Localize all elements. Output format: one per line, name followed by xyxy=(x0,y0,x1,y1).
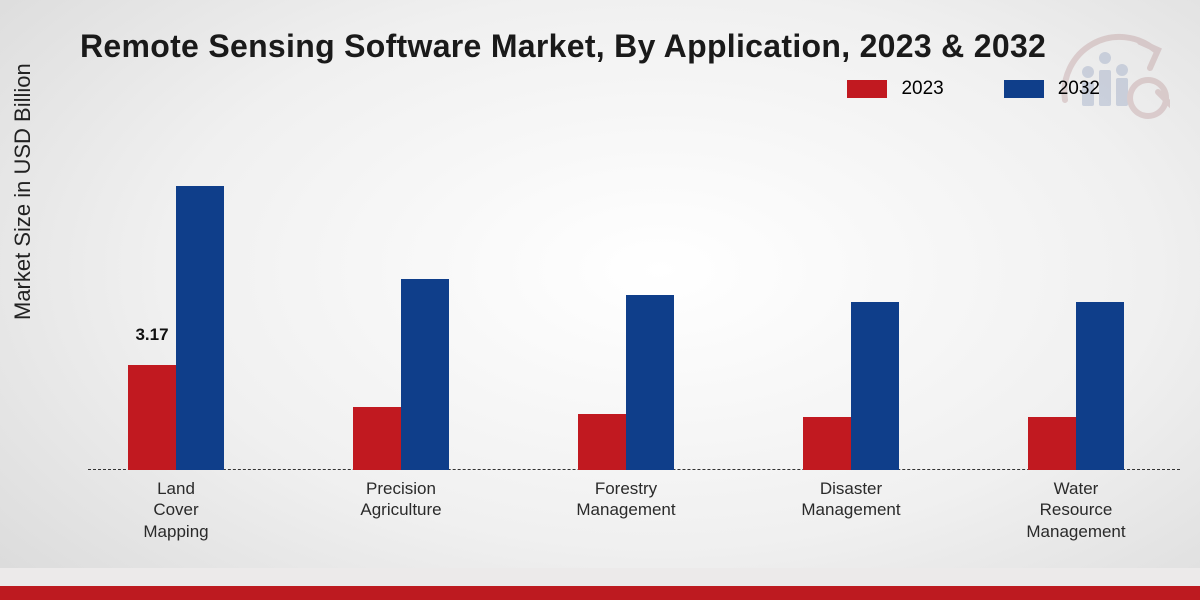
legend-label-a: 2023 xyxy=(901,78,943,100)
brand-logo xyxy=(1050,20,1170,120)
bar-2023 xyxy=(578,414,626,470)
x-axis-tick-label: Disaster Management xyxy=(801,478,900,521)
bar-chart: 3.17 xyxy=(70,140,1180,470)
legend: 2023 2032 xyxy=(847,78,1100,100)
bar-2032 xyxy=(401,279,449,470)
footer-red-bar xyxy=(0,586,1200,600)
x-axis-tick-label: Forestry Management xyxy=(576,478,675,521)
legend-item-2023: 2023 xyxy=(847,78,943,100)
bar-2023 xyxy=(128,365,176,470)
legend-swatch-a xyxy=(847,80,887,98)
chart-page: Remote Sensing Software Market, By Appli… xyxy=(0,0,1200,600)
bar-2023 xyxy=(1028,417,1076,470)
bar-2023 xyxy=(803,417,851,470)
page-title: Remote Sensing Software Market, By Appli… xyxy=(80,28,1046,65)
x-axis-tick-label: Land Cover Mapping xyxy=(143,478,208,542)
legend-swatch-b xyxy=(1004,80,1044,98)
y-axis-label: Market Size in USD Billion xyxy=(10,63,36,320)
footer-grey-bar xyxy=(0,568,1200,586)
legend-item-2032: 2032 xyxy=(1004,78,1100,100)
legend-label-b: 2032 xyxy=(1058,78,1100,100)
bar-2032 xyxy=(626,295,674,470)
bar-2023 xyxy=(353,407,401,470)
bar-2032 xyxy=(851,302,899,470)
bar-2032 xyxy=(1076,302,1124,470)
x-axis-tick-label: Water Resource Management xyxy=(1026,478,1125,542)
bar-value-label: 3.17 xyxy=(135,325,168,345)
bar-2032 xyxy=(176,186,224,470)
x-axis-tick-label: Precision Agriculture xyxy=(360,478,441,521)
